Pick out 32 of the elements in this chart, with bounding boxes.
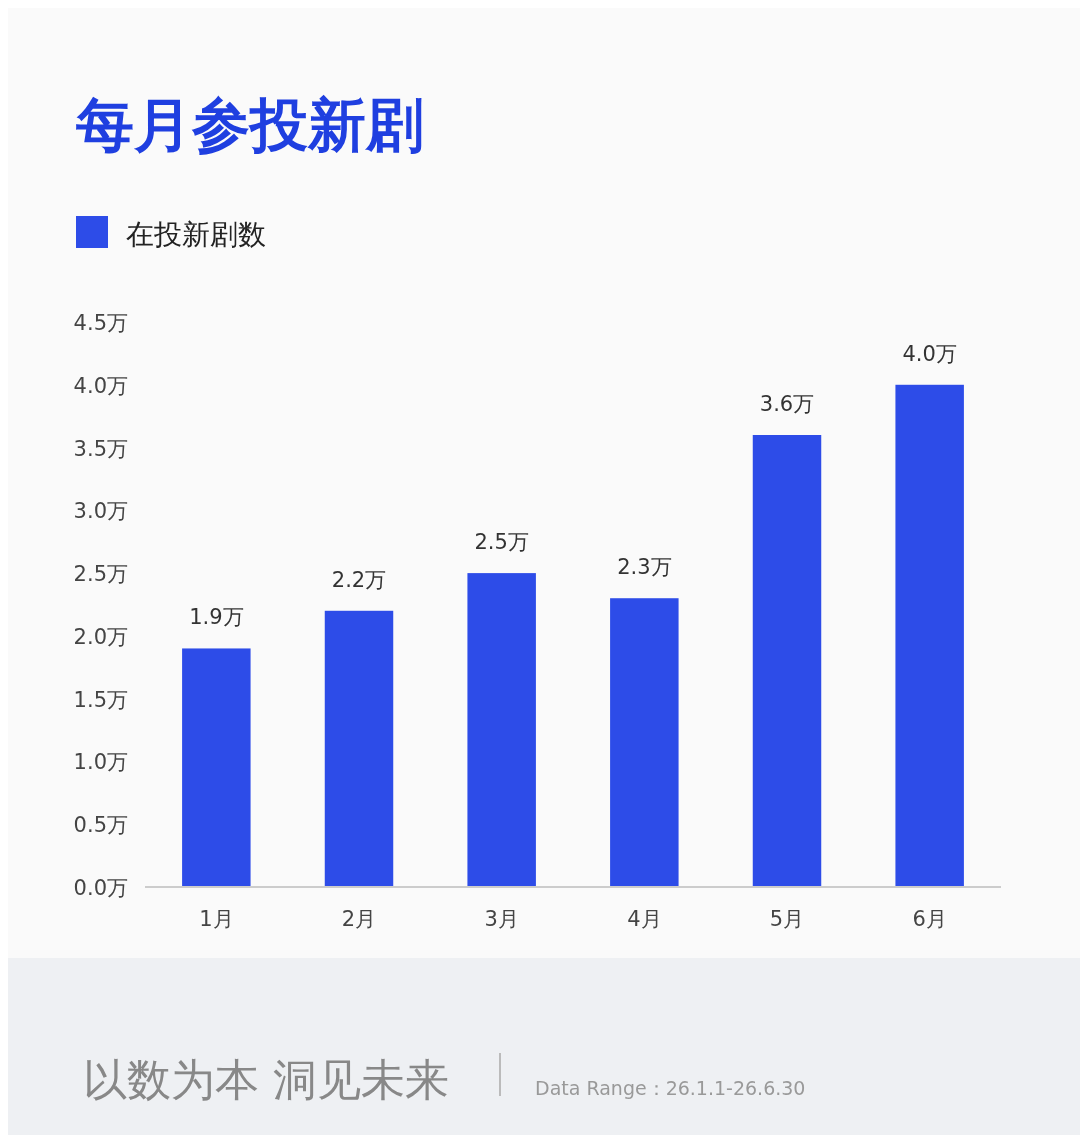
data-label: 2.5万 <box>474 530 529 555</box>
x-tick-label: 6月 <box>912 907 947 931</box>
bar <box>752 435 822 887</box>
bar <box>895 384 964 887</box>
y-tick-label: 0.5万 <box>73 813 128 838</box>
bar <box>182 648 251 887</box>
x-tick-label: 5月 <box>769 907 805 931</box>
legend-label: 在投新剧数 <box>126 218 266 251</box>
data-label: 3.6万 <box>759 392 815 416</box>
bar <box>324 610 394 887</box>
y-tick-label: 1.5万 <box>73 687 128 712</box>
x-tick-label: 3月 <box>484 907 519 931</box>
data-label: 2.2万 <box>331 567 387 592</box>
y-tick-label: 1.0万 <box>73 750 128 775</box>
y-tick-label: 3.5万 <box>73 436 128 461</box>
y-tick-label: 2.5万 <box>73 562 128 587</box>
data-label: 4.0万 <box>902 341 957 366</box>
bar <box>610 598 679 887</box>
data-label: 2.3万 <box>617 555 672 580</box>
y-tick-label: 3.0万 <box>73 499 128 524</box>
x-tick-label: 2月 <box>341 907 377 931</box>
text: 以数为本 洞见未来 <box>83 1054 449 1105</box>
data-label: 1.9万 <box>189 605 244 630</box>
x-tick-label: 4月 <box>627 907 662 931</box>
y-tick-label: 2.0万 <box>73 624 128 649</box>
chart-title: 每月参投新剧 <box>75 91 424 159</box>
y-tick-label: 4.0万 <box>73 373 128 398</box>
bar <box>467 573 536 887</box>
text: Data Range：26.1.1-26.6.30 <box>535 1077 806 1099</box>
y-tick-label: 0.0万 <box>73 876 128 900</box>
x-tick-label: 1月 <box>199 907 234 931</box>
y-tick-label: 4.5万 <box>73 311 128 335</box>
